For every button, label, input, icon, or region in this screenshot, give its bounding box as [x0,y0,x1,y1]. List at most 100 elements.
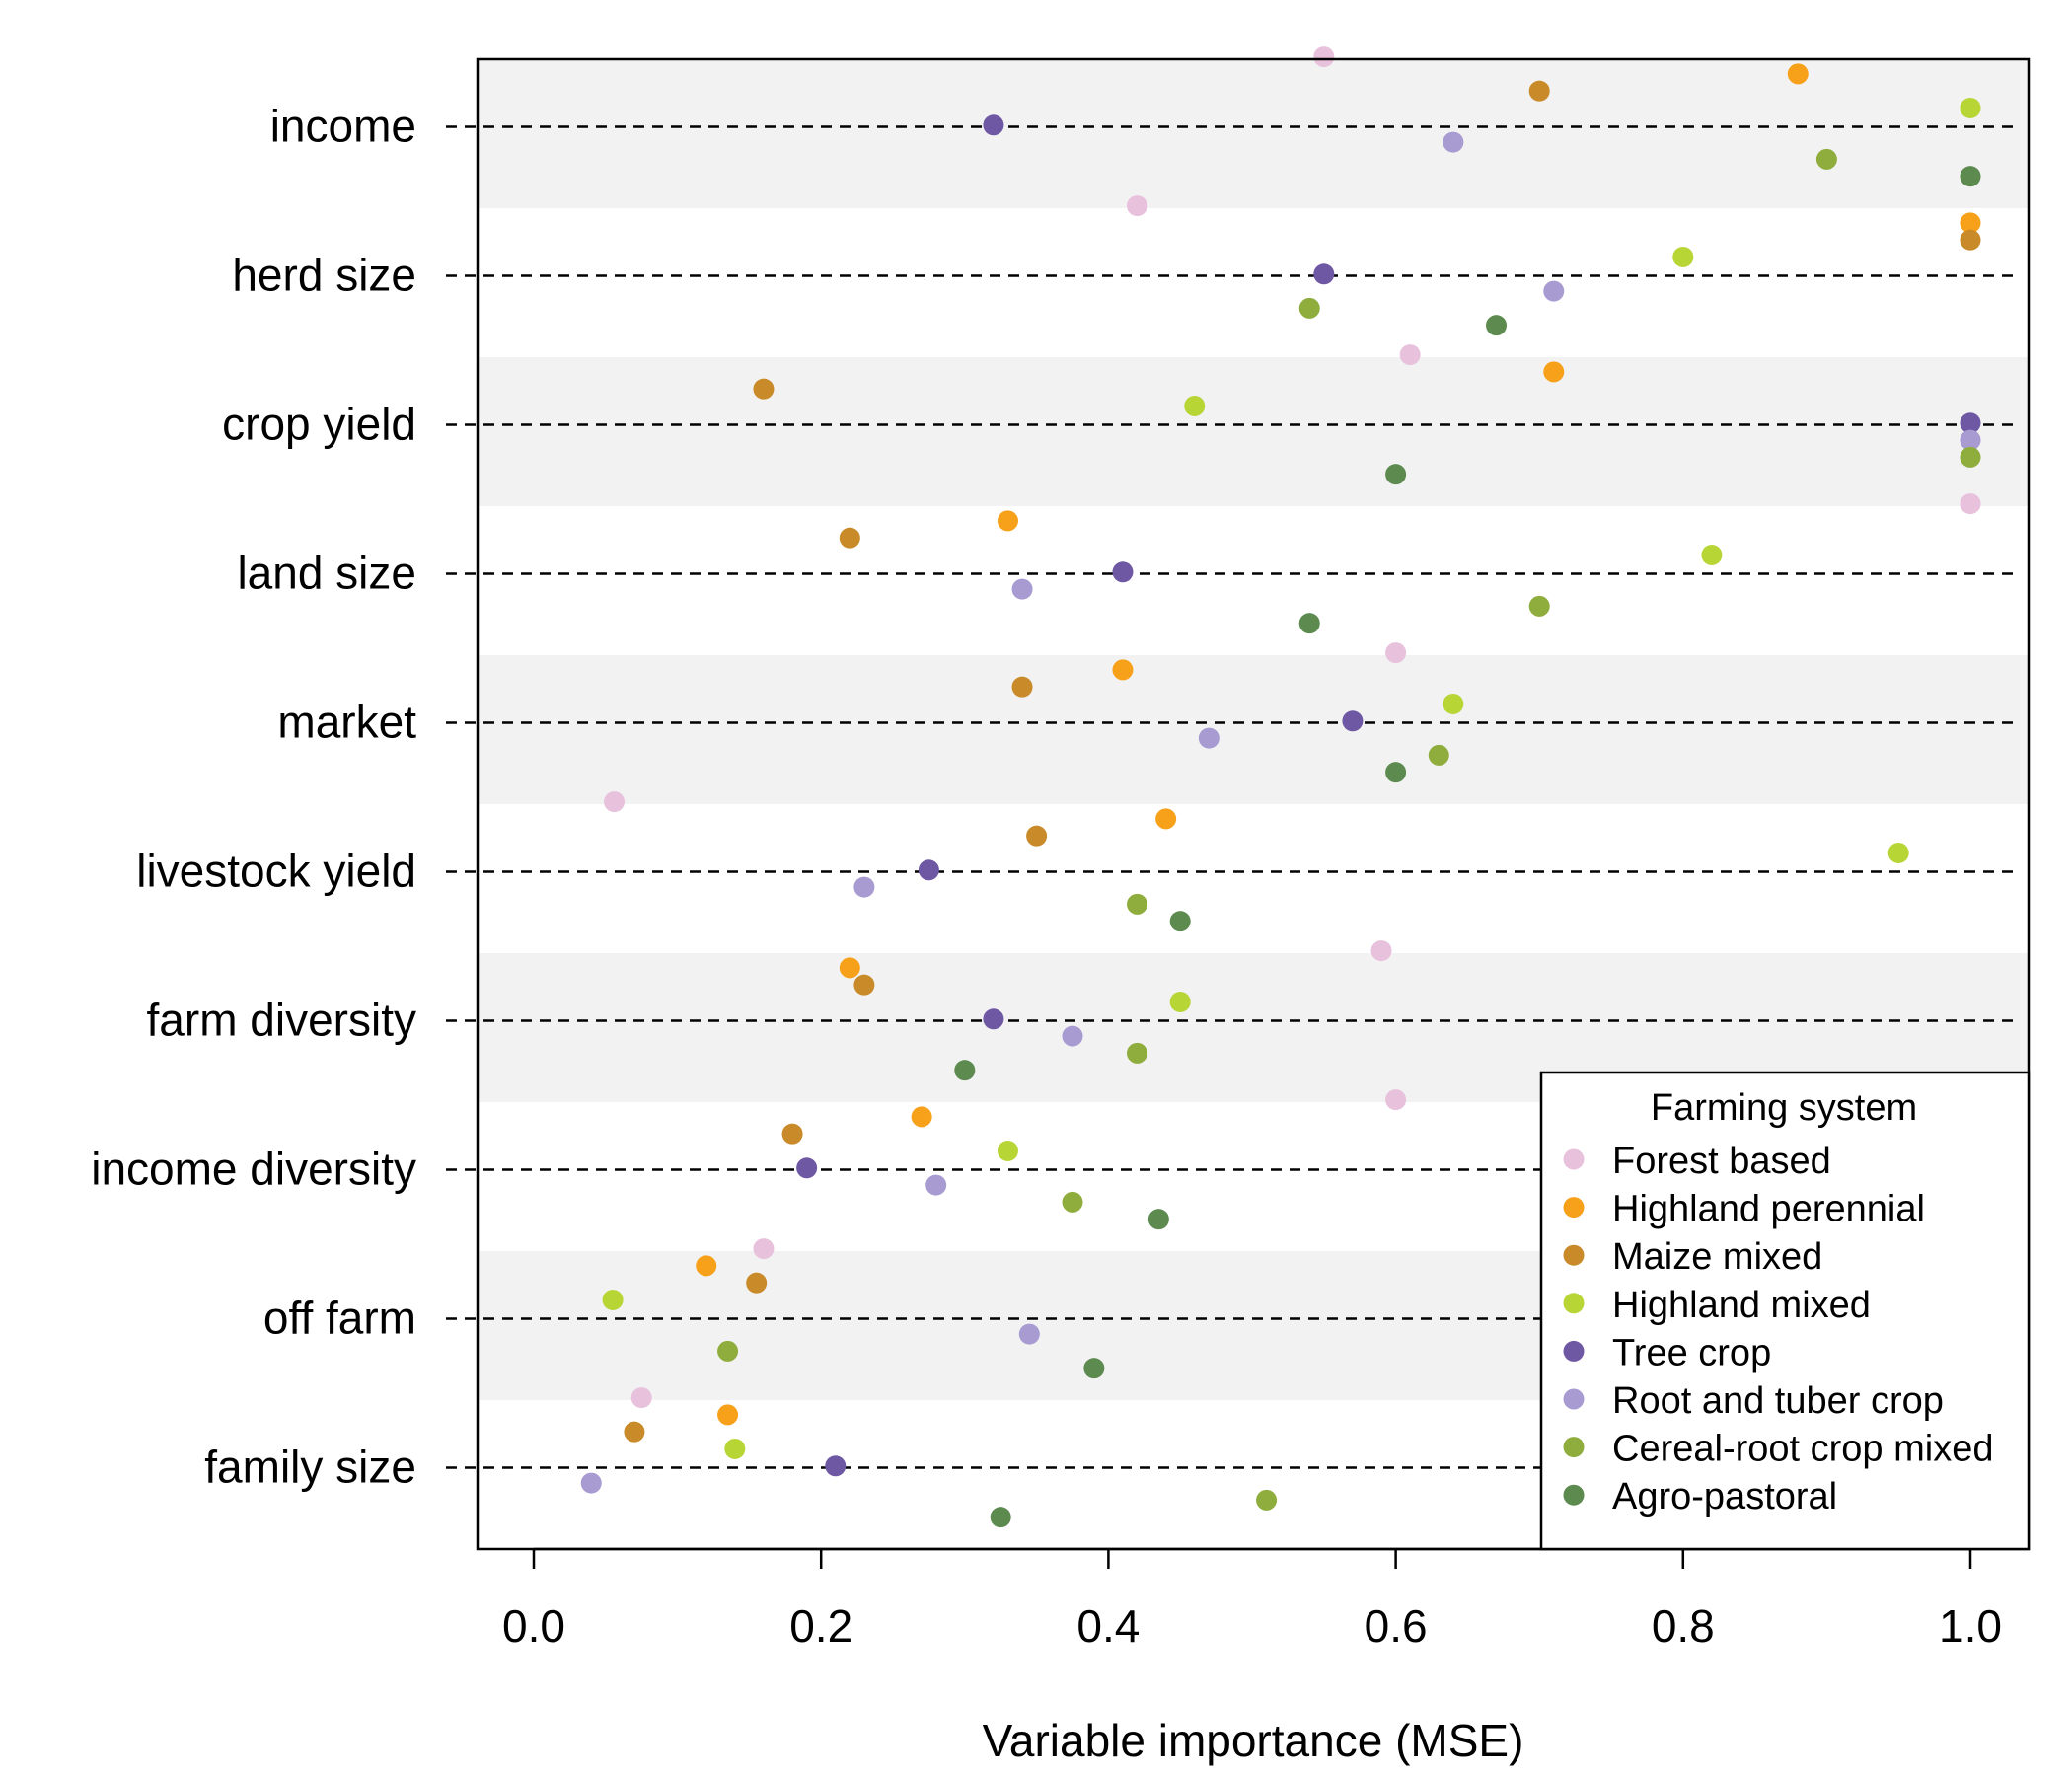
y-tick-label: livestock yield [136,846,416,897]
x-tick-label: 1.0 [1939,1600,2002,1652]
data-point [1026,825,1048,847]
data-point [1011,676,1033,698]
y-tick-label: income diversity [91,1144,416,1195]
data-point [853,876,875,898]
category-band [478,804,2029,953]
data-point [717,1404,739,1426]
data-point [1528,595,1550,617]
data-point [839,527,860,549]
data-point [1313,263,1335,285]
data-point [1528,80,1550,102]
data-point [1385,464,1407,485]
data-point [1486,315,1508,336]
data-point [1815,148,1837,170]
data-point [781,1123,803,1145]
legend-marker [1563,1388,1585,1410]
legend-marker [1563,1437,1585,1458]
data-point [1198,727,1220,749]
data-point [825,1455,847,1477]
data-point [1011,578,1033,600]
data-point [1960,429,1981,451]
data-point [1443,693,1464,714]
data-point [1112,561,1134,583]
data-point [853,974,875,996]
y-axis: income herd size crop yield land size market… [91,101,416,1493]
data-point [1147,1209,1169,1230]
legend-label: Tree crop [1612,1332,1771,1373]
data-point [1960,97,1981,118]
data-point [983,114,1004,136]
x-tick-label: 0.0 [502,1600,565,1652]
x-tick-label: 0.6 [1365,1600,1428,1652]
data-point [1960,446,1981,468]
legend-marker [1563,1244,1585,1266]
legend-marker [1563,1148,1585,1170]
data-point [1018,1323,1040,1345]
legend-items: Forest based Highland perennial Maize mixe… [1563,1141,1993,1517]
y-tick-label: crop yield [222,399,416,450]
data-point [696,1255,717,1277]
legend-marker [1563,1340,1585,1362]
y-tick-label: off farm [263,1293,416,1344]
data-point [1385,762,1407,783]
legend-marker [1563,1293,1585,1314]
data-point [954,1060,976,1081]
y-tick-label: farm diversity [147,995,416,1046]
y-tick-label: family size [204,1442,416,1493]
legend-box [1539,1071,2031,1551]
data-point [983,1008,1004,1030]
data-point [918,859,939,881]
data-point [1127,893,1148,915]
data-point [1155,808,1177,830]
data-point [604,791,626,813]
data-point [1543,280,1565,302]
category-band [478,655,2029,804]
data-point [753,378,775,400]
data-point [1399,344,1421,366]
data-point [1960,166,1981,187]
data-point [1370,940,1392,962]
data-point [1062,1191,1083,1213]
data-point [1112,659,1134,681]
x-axis-label: Variable importance (MSE) [983,1715,1524,1766]
data-point [580,1472,602,1494]
data-points [580,46,1981,1528]
legend-marker [1563,1197,1585,1219]
y-tick-label: land size [237,548,416,599]
data-point [1960,212,1981,234]
data-point [1960,493,1981,515]
x-tick-label: 0.8 [1652,1600,1715,1652]
legend-title: Farming system [1651,1087,1917,1129]
data-point [724,1438,746,1459]
data-point [753,1238,775,1260]
data-point [925,1174,947,1196]
data-point [1313,46,1335,68]
data-point [1428,744,1449,766]
data-point [1960,229,1981,251]
y-tick-label: herd size [232,250,416,301]
data-point [1701,544,1723,565]
data-point [1169,911,1191,932]
data-point [911,1106,932,1128]
category-band [478,506,2029,655]
data-point [1127,195,1148,217]
legend-label: Maize mixed [1612,1236,1822,1278]
data-point [630,1387,652,1409]
legend-label: Forest based [1612,1141,1831,1182]
legend-marker [1563,1484,1585,1506]
data-point [1385,1089,1407,1111]
data-point [746,1272,768,1294]
data-point [1169,991,1191,1012]
data-point [1385,642,1407,664]
data-point [839,957,860,979]
category-band [478,208,2029,357]
data-point [796,1157,818,1179]
data-point [624,1421,645,1443]
legend-label: Highland mixed [1612,1285,1871,1326]
data-point [997,1140,1018,1161]
data-point [1672,246,1694,267]
data-point [602,1289,624,1310]
data-point [717,1340,739,1362]
data-point [1127,1042,1148,1064]
